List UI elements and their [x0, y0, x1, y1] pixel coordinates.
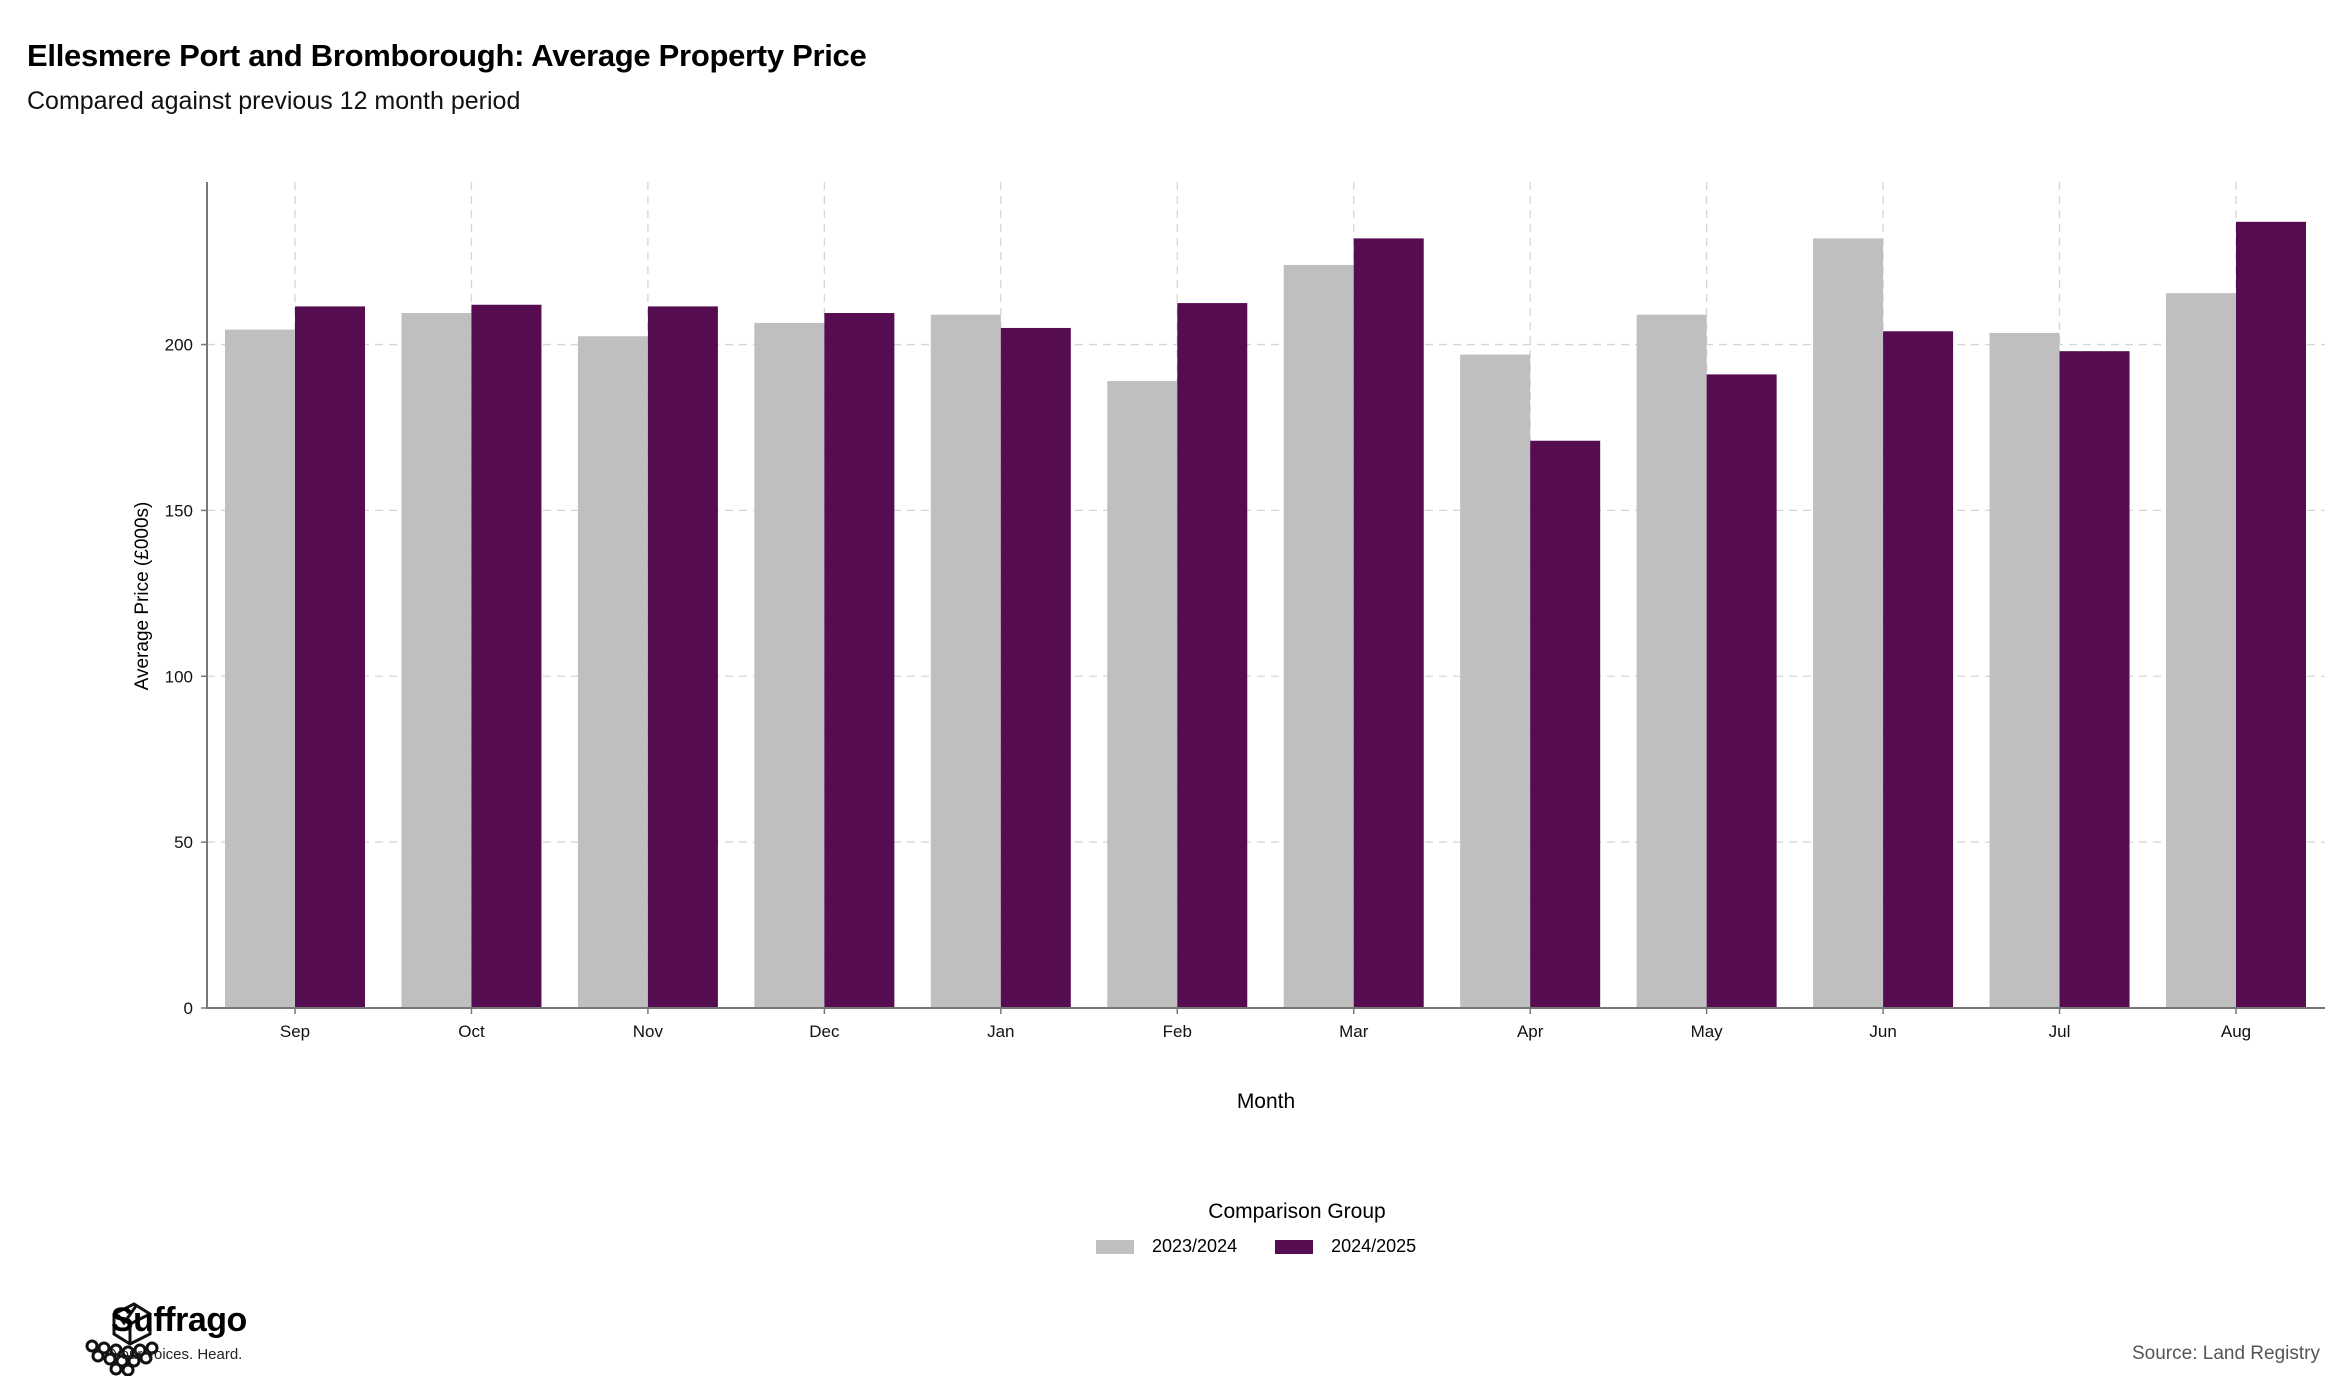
x-tick-label: Oct [458, 1022, 485, 1041]
bars [225, 221, 2306, 1009]
x-tick-label: Dec [809, 1022, 840, 1041]
brand-name: Suffrago [111, 1301, 247, 1339]
y-tick-label: 50 [174, 833, 193, 852]
bar-2023-2024-Feb [1107, 381, 1178, 1008]
bar-2024-2025-Oct [471, 304, 542, 1008]
source-note: Source: Land Registry [2132, 1343, 2320, 1364]
y-tick-label: 200 [165, 336, 193, 355]
x-tick-label: Nov [633, 1022, 664, 1041]
bar-2023-2024-Nov [577, 336, 648, 1008]
bar-2023-2024-Aug [2166, 293, 2236, 1008]
x-tick-label: Jan [987, 1022, 1014, 1041]
bar-chart: 0 50 100 150 200 Sep Oct Nov Dec Jan Feb Mar Apr May J… [132, 182, 2325, 1113]
x-tick-label: Feb [1163, 1022, 1192, 1041]
bar-2024-2025-Jun [1883, 331, 1954, 1008]
ballot-box-logo-icon [85, 1302, 159, 1376]
x-tick-label: Sep [280, 1022, 310, 1041]
bar-2024-2025-Dec [824, 313, 895, 1009]
tick-labels: 0 50 100 150 200 Sep Oct Nov Dec Jan Feb Mar Apr May J… [165, 336, 2252, 1041]
legend-swatch [1096, 1239, 1134, 1254]
bar-2023-2024-May [1636, 314, 1707, 1008]
x-tick-label: May [1691, 1022, 1724, 1041]
bar-2023-2024-Jul [1989, 332, 2060, 1008]
axes [201, 182, 2325, 1014]
chart-title: Ellesmere Port and Bromborough: Average … [27, 38, 867, 73]
bar-2023-2024-Apr [1460, 354, 1531, 1008]
x-tick-label: Jun [1869, 1022, 1896, 1041]
x-tick-label: Aug [2221, 1022, 2251, 1041]
bar-2023-2024-Sep [225, 329, 295, 1008]
legend-item-2024-2025: 2024/2025 [1275, 1236, 1416, 1257]
legend-title: Comparison Group [1208, 1200, 1386, 1223]
y-tick-label: 0 [184, 999, 193, 1018]
chart-subtitle: Compared against previous 12 month perio… [27, 87, 521, 115]
bar-2024-2025-Jan [1000, 327, 1071, 1008]
y-axis-label: Average Price (£000s) [132, 502, 153, 691]
brand-tagline: Your voices. Heard. [112, 1346, 243, 1363]
bar-2024-2025-Jul [2059, 351, 2130, 1008]
x-tick-label: Mar [1339, 1022, 1369, 1041]
bar-2023-2024-Jun [1813, 238, 1884, 1009]
y-tick-label: 150 [165, 501, 193, 520]
bar-2024-2025-Nov [647, 306, 718, 1008]
bar-2024-2025-May [1706, 374, 1777, 1008]
y-tick-label: 100 [165, 667, 193, 686]
x-tick-label: Jul [2049, 1022, 2071, 1041]
bar-2023-2024-Mar [1283, 264, 1354, 1008]
x-tick-label: Apr [1517, 1022, 1544, 1041]
bar-2024-2025-Feb [1177, 303, 1248, 1008]
legend-label: 2024/2025 [1331, 1236, 1417, 1256]
bar-2023-2024-Jan [930, 314, 1001, 1008]
bar-2023-2024-Oct [401, 313, 472, 1009]
legend-swatch [1275, 1239, 1314, 1254]
bar-2024-2025-Mar [1353, 238, 1424, 1009]
bar-2024-2025-Aug [2236, 221, 2306, 1008]
legend-label: 2023/2024 [1152, 1236, 1238, 1256]
bar-2024-2025-Sep [295, 306, 365, 1008]
legend-item-2023-2024: 2023/2024 [1096, 1236, 1237, 1257]
x-axis-label: Month [1237, 1090, 1295, 1113]
legend: Comparison Group 2023/2024 2024/2025 [0, 1200, 2334, 1256]
bar-2023-2024-Dec [754, 322, 825, 1008]
bar-2024-2025-Apr [1530, 440, 1601, 1009]
